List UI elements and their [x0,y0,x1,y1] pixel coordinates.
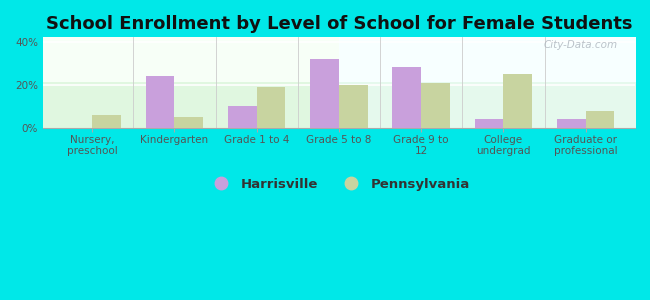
Bar [310,59,339,128]
Legend: Harrisville, Pennsylvania: Harrisville, Pennsylvania [202,172,475,196]
Bar [393,68,421,128]
Title: School Enrollment by Level of School for Female Students: School Enrollment by Level of School for… [46,15,632,33]
Bar [146,76,174,128]
Bar [257,87,285,128]
Bar [174,117,203,128]
Bar [557,119,586,128]
Text: City-Data.com: City-Data.com [543,40,618,50]
Bar [503,74,532,128]
Bar [474,119,503,128]
Bar [421,82,450,128]
Bar [228,106,257,128]
Bar [339,85,368,128]
Bar [92,115,121,128]
Bar [586,111,614,128]
